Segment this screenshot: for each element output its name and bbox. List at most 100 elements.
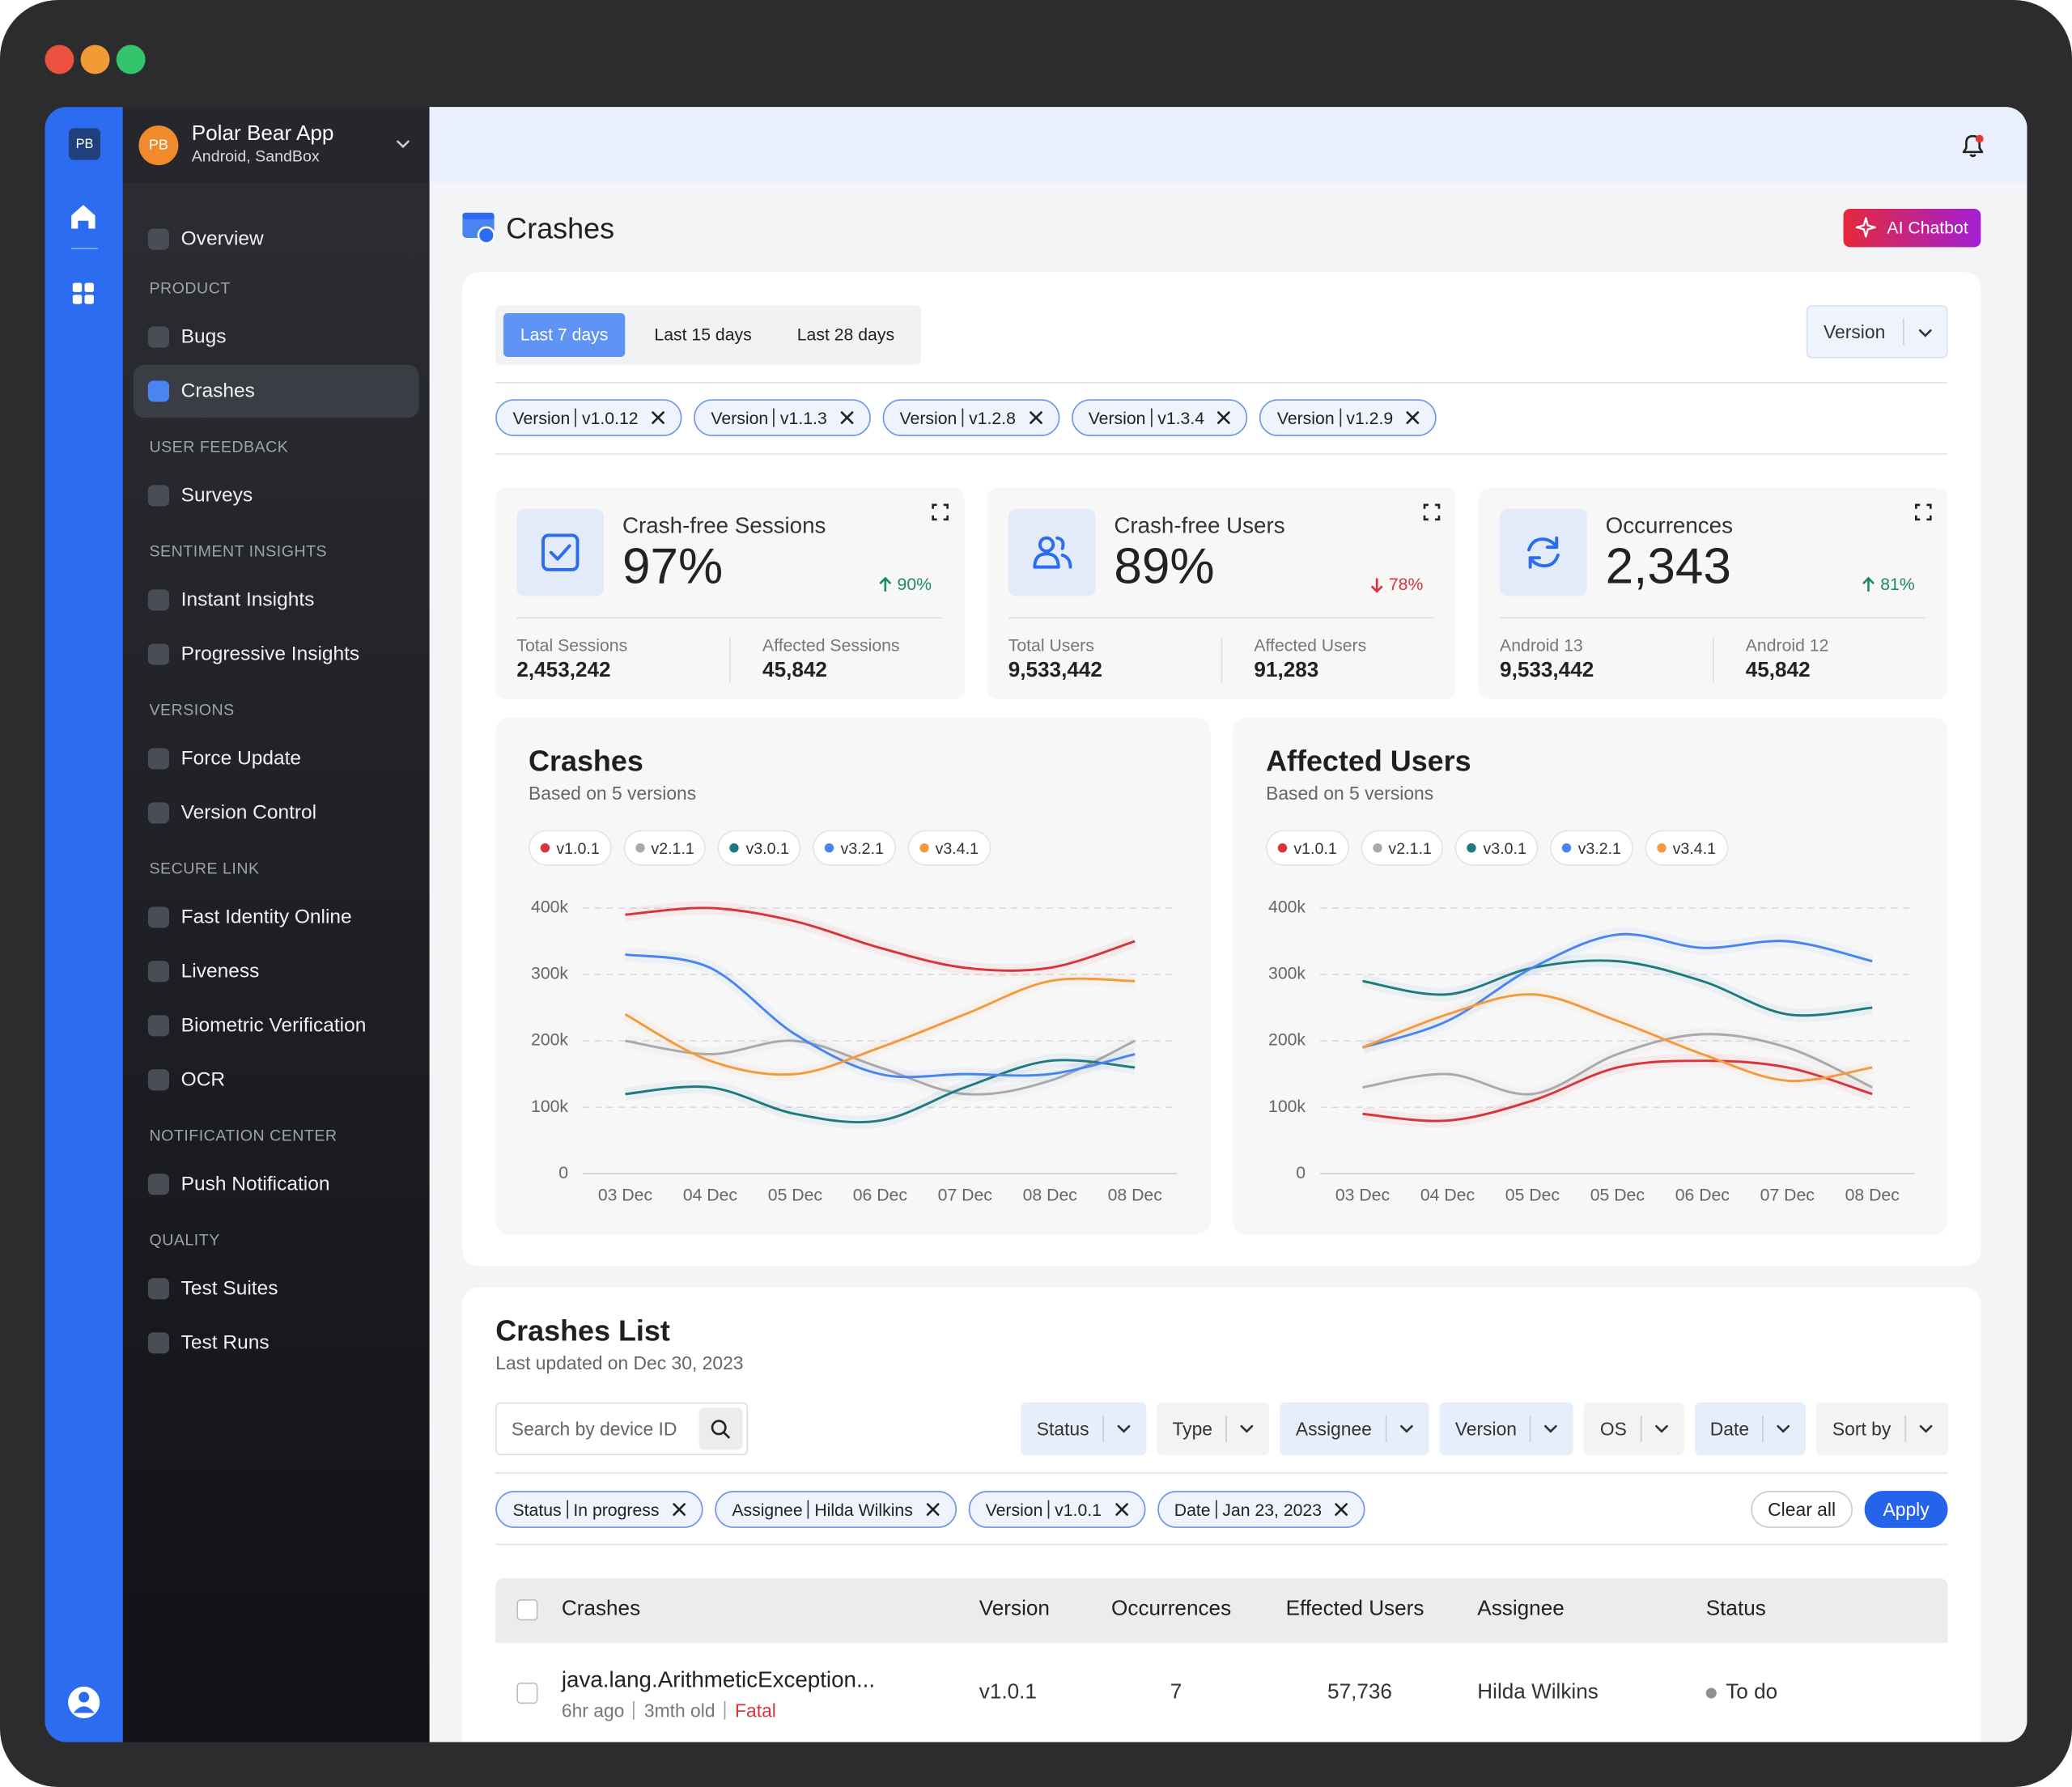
chip-value: In progress [573, 1499, 660, 1520]
legend-label: v3.2.1 [1577, 838, 1621, 858]
legend-item[interactable]: v2.1.1 [1361, 830, 1444, 866]
legend-item[interactable]: v1.0.1 [1266, 830, 1349, 866]
range-tab[interactable]: Last 28 days [796, 324, 895, 345]
stat-value: 2,343 [1605, 539, 1731, 596]
filter-dropdown[interactable]: Status [1021, 1402, 1146, 1456]
nav-item[interactable]: Liveness [180, 960, 260, 983]
legend-item[interactable]: v1.0.1 [529, 830, 612, 866]
remove-icon[interactable] [1217, 411, 1231, 424]
checkbox[interactable] [516, 1682, 538, 1704]
filter-chip[interactable]: Version v1.0.12 [495, 399, 682, 436]
clear-all-button[interactable]: Clear all [1751, 1491, 1853, 1528]
nav-item[interactable]: Test Suites [180, 1277, 278, 1300]
filter-dropdown[interactable]: Date [1694, 1402, 1807, 1456]
nav-item[interactable]: Progressive Insights [180, 643, 360, 666]
legend-item[interactable]: v3.4.1 [1645, 830, 1728, 866]
filter-dropdown[interactable]: Version [1439, 1402, 1574, 1456]
series-line [1362, 1033, 1873, 1096]
stat-icon-box [1008, 508, 1096, 596]
remove-icon[interactable] [1406, 411, 1420, 424]
legend-dot [1372, 843, 1382, 853]
filter-chip[interactable]: Status In progress [495, 1491, 703, 1528]
filter-chip[interactable]: Version v1.2.8 [882, 399, 1059, 436]
crash-name[interactable]: java.lang.ArithmeticException... [561, 1666, 876, 1692]
search-button[interactable] [698, 1407, 743, 1450]
filter-dropdown[interactable]: Sort by [1816, 1402, 1948, 1456]
refresh-top [1527, 536, 1559, 552]
filter-chip[interactable]: Version v1.1.3 [694, 399, 871, 436]
ai-chatbot-button[interactable]: AI Chatbot [1843, 209, 1981, 248]
nav-item[interactable]: Crashes [180, 380, 255, 403]
expand-icon[interactable] [1915, 503, 1932, 521]
chip-key: Version [512, 407, 571, 428]
checkbox[interactable] [516, 1599, 538, 1621]
remove-icon[interactable] [1115, 1503, 1128, 1516]
legend-item[interactable]: v3.0.1 [718, 830, 801, 866]
filter-chip[interactable]: Version v1.0.1 [968, 1491, 1145, 1528]
filter-chip[interactable]: Version v1.3.4 [1071, 399, 1248, 436]
chip-key: Version [711, 407, 769, 428]
chevron-icon [1544, 1424, 1558, 1433]
remove-icon[interactable] [840, 411, 854, 424]
range-tab[interactable]: Last 7 days [520, 324, 609, 345]
chip-separator [1151, 408, 1153, 427]
close-dot[interactable] [45, 45, 74, 74]
nav-item[interactable]: Force Update [180, 747, 302, 770]
home-icon[interactable] [71, 205, 96, 229]
arrow [1862, 576, 1875, 592]
nav-item[interactable]: Fast Identity Online [180, 906, 352, 929]
nav-item[interactable]: Version Control [180, 801, 317, 825]
nav-item[interactable]: Test Runs [180, 1331, 270, 1354]
list-dropdowns: Status Type Assignee Version OS Date Sort by [1021, 1402, 1948, 1456]
dropdown-separator [1903, 318, 1904, 346]
stat-icon-box [516, 508, 605, 596]
chip-separator [1340, 408, 1341, 427]
maximize-dot[interactable] [116, 45, 146, 74]
chip-separator [773, 408, 775, 427]
meta-item: 6hr ago [561, 1700, 625, 1721]
legend-item[interactable]: v3.0.1 [1455, 830, 1539, 866]
filter-chip[interactable]: Assignee Hilda Wilkins [715, 1491, 957, 1528]
cross [840, 411, 854, 424]
remove-icon[interactable] [673, 1503, 686, 1516]
legend-item[interactable]: v3.2.1 [1550, 830, 1633, 866]
remove-icon[interactable] [652, 411, 664, 424]
nav-item[interactable]: Push Notification [180, 1173, 330, 1195]
legend-item[interactable]: v3.4.1 [907, 830, 991, 866]
filter-dropdown[interactable]: OS [1584, 1402, 1684, 1456]
legend-dot [824, 843, 834, 853]
filter-chip[interactable]: Version v1.2.9 [1259, 399, 1437, 436]
nav-item[interactable]: Biometric Verification [180, 1014, 367, 1037]
minimize-dot[interactable] [80, 45, 110, 74]
x-tick-label: 06 Dec [1675, 1186, 1730, 1205]
nav-item[interactable]: Instant Insights [180, 588, 315, 612]
remove-icon[interactable] [926, 1503, 940, 1516]
filter-chip[interactable]: Date Jan 23, 2023 [1157, 1491, 1365, 1528]
legend-item[interactable]: v2.1.1 [623, 830, 707, 866]
apps-icon[interactable] [72, 282, 94, 304]
x-tick-label: 07 Dec [1760, 1186, 1815, 1205]
app-avatar-text: PB [148, 137, 168, 154]
nav-item[interactable]: Overview [180, 227, 264, 251]
filter-dropdown[interactable]: Type [1156, 1402, 1270, 1456]
apply-button[interactable]: Apply [1864, 1491, 1948, 1528]
app-avatar[interactable]: PB [138, 125, 179, 166]
nav-item[interactable]: Surveys [180, 484, 253, 507]
arrow [879, 576, 892, 592]
remove-icon[interactable] [1335, 1503, 1348, 1516]
expand-icon[interactable] [1423, 503, 1441, 521]
legend-item[interactable]: v3.2.1 [813, 830, 896, 866]
profile-icon[interactable] [68, 1686, 100, 1719]
nav-item[interactable]: OCR [180, 1068, 226, 1091]
range-tab[interactable]: Last 15 days [654, 324, 752, 345]
dropdown-separator [1225, 1416, 1227, 1442]
nav-item[interactable]: Bugs [180, 325, 227, 349]
rail-avatar[interactable]: PB [68, 128, 101, 160]
metric-label: Android 12 [1745, 635, 1829, 656]
y-tick-label: 400k [531, 898, 568, 917]
expand-icon[interactable] [932, 503, 949, 521]
bell-icon[interactable] [1959, 132, 1986, 159]
remove-icon[interactable] [1029, 411, 1042, 424]
filter-dropdown[interactable]: Assignee [1280, 1402, 1429, 1456]
version-dropdown[interactable]: Version [1806, 305, 1948, 359]
